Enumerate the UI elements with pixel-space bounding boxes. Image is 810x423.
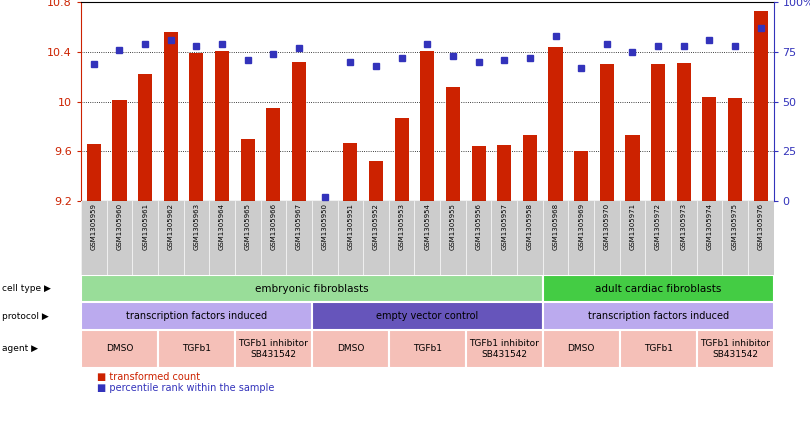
Bar (81, 302, 312, 330)
Bar (676, 63, 691, 201)
Text: TGFb1: TGFb1 (182, 344, 211, 354)
Text: GSM1305969: GSM1305969 (578, 203, 584, 250)
Text: TGFb1 inhibitor
SB431542: TGFb1 inhibitor SB431542 (700, 339, 770, 359)
Bar (81, 330, 158, 368)
Bar (343, 143, 357, 201)
Text: TGFb1 inhibitor
SB431542: TGFb1 inhibitor SB431542 (238, 339, 309, 359)
Bar (466, 330, 543, 368)
Bar (389, 330, 466, 368)
Text: GSM1305970: GSM1305970 (603, 203, 610, 250)
Bar (574, 151, 588, 201)
Text: GSM1305967: GSM1305967 (296, 203, 302, 250)
Bar (522, 135, 537, 201)
Bar (446, 87, 460, 201)
Bar (543, 302, 774, 330)
Text: GSM1305976: GSM1305976 (757, 203, 764, 250)
Text: GSM1305958: GSM1305958 (526, 203, 533, 250)
Text: GSM1305972: GSM1305972 (655, 203, 661, 250)
Text: protocol ▶: protocol ▶ (2, 312, 49, 321)
Text: GSM1305956: GSM1305956 (475, 203, 482, 250)
Bar (190, 53, 203, 201)
Bar (625, 135, 640, 201)
Bar (420, 51, 434, 201)
Bar (312, 330, 389, 368)
Text: transcription factors induced: transcription factors induced (587, 311, 729, 321)
Bar (753, 11, 768, 201)
Text: agent ▶: agent ▶ (2, 344, 37, 354)
Text: adult cardiac fibroblasts: adult cardiac fibroblasts (595, 284, 722, 294)
Text: TGFb1: TGFb1 (644, 344, 672, 354)
Bar (543, 275, 774, 302)
Text: GSM1305973: GSM1305973 (680, 203, 687, 250)
Bar (599, 64, 614, 201)
Text: GSM1305963: GSM1305963 (194, 203, 199, 250)
Text: GSM1305952: GSM1305952 (373, 203, 379, 250)
Bar (728, 98, 742, 201)
Text: TGFb1 inhibitor
SB431542: TGFb1 inhibitor SB431542 (469, 339, 539, 359)
Text: GSM1305960: GSM1305960 (117, 203, 122, 250)
Text: GSM1305954: GSM1305954 (424, 203, 430, 250)
Text: GSM1305959: GSM1305959 (91, 203, 97, 250)
Text: GSM1305957: GSM1305957 (501, 203, 507, 250)
Bar (620, 330, 697, 368)
Text: transcription factors induced: transcription factors induced (126, 311, 267, 321)
Text: GSM1305961: GSM1305961 (142, 203, 148, 250)
Bar (241, 139, 255, 201)
Bar (235, 330, 312, 368)
Bar (394, 118, 409, 201)
Text: GSM1305974: GSM1305974 (706, 203, 713, 250)
Text: GSM1305950: GSM1305950 (322, 203, 328, 250)
Bar (651, 64, 665, 201)
Text: DMSO: DMSO (106, 344, 133, 354)
Bar (113, 100, 126, 201)
Text: DMSO: DMSO (337, 344, 364, 354)
Text: empty vector control: empty vector control (376, 311, 479, 321)
Bar (158, 330, 235, 368)
Bar (266, 108, 280, 201)
Text: GSM1305971: GSM1305971 (629, 203, 636, 250)
Bar (81, 275, 543, 302)
Bar (471, 146, 486, 201)
Text: GSM1305968: GSM1305968 (552, 203, 559, 250)
Text: embryonic fibroblasts: embryonic fibroblasts (255, 284, 369, 294)
Text: GSM1305975: GSM1305975 (732, 203, 738, 250)
Text: GSM1305965: GSM1305965 (245, 203, 251, 250)
Text: GSM1305964: GSM1305964 (219, 203, 225, 250)
Bar (497, 145, 511, 201)
Bar (215, 51, 229, 201)
Text: TGFb1: TGFb1 (413, 344, 441, 354)
Bar (87, 144, 101, 201)
Text: cell type ▶: cell type ▶ (2, 284, 50, 293)
Bar (312, 302, 543, 330)
Bar (318, 201, 332, 202)
Bar (369, 161, 383, 201)
Bar (543, 330, 620, 368)
Text: DMSO: DMSO (568, 344, 595, 354)
Text: ■ percentile rank within the sample: ■ percentile rank within the sample (97, 383, 275, 393)
Text: GSM1305962: GSM1305962 (168, 203, 174, 250)
Text: ■ transformed count: ■ transformed count (97, 372, 200, 382)
Text: GSM1305955: GSM1305955 (450, 203, 456, 250)
Bar (548, 47, 563, 201)
Bar (138, 74, 152, 201)
Bar (164, 32, 178, 201)
Bar (702, 96, 717, 201)
Text: GSM1305953: GSM1305953 (399, 203, 405, 250)
Bar (697, 330, 774, 368)
Bar (292, 62, 306, 201)
Text: GSM1305951: GSM1305951 (347, 203, 353, 250)
Text: GSM1305966: GSM1305966 (271, 203, 276, 250)
